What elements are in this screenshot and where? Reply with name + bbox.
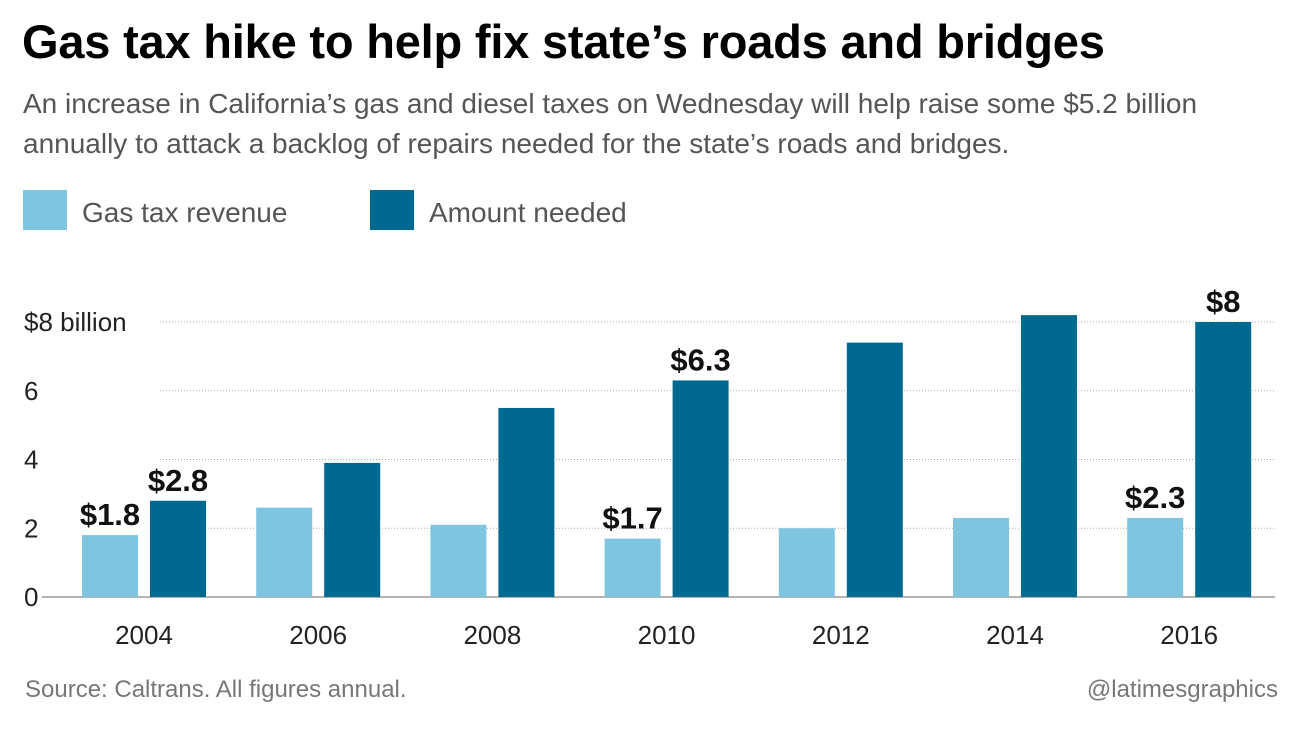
bar-amount-needed-2010 — [672, 380, 729, 597]
bar-gas-tax-revenue-2010 — [604, 538, 661, 597]
legend-swatch-gas-tax-revenue — [23, 190, 67, 230]
data-label: $2.3 — [1125, 480, 1185, 515]
bar-amount-needed-2004 — [150, 500, 206, 597]
data-label: $6.3 — [670, 342, 730, 377]
credit: @latimesgraphics — [1086, 676, 1278, 703]
data-label: $1.7 — [602, 501, 662, 536]
legend-swatch-amount-needed — [370, 190, 414, 230]
bar-amount-needed-2012 — [846, 342, 903, 597]
data-label: $1.8 — [80, 497, 140, 532]
x-tick-label: 2006 — [289, 620, 347, 650]
y-tick-label: 6 — [24, 376, 38, 406]
data-label: $2.8 — [148, 463, 208, 498]
source-note: Source: Caltrans. All figures annual. — [25, 676, 407, 703]
x-tick-label: 2004 — [115, 620, 173, 650]
x-tick-label: 2014 — [986, 620, 1044, 650]
bar-amount-needed-2016 — [1195, 322, 1252, 597]
legend-label-gas-tax-revenue: Gas tax revenue — [82, 197, 288, 228]
x-tick-label: 2012 — [812, 620, 870, 650]
bar-gas-tax-revenue-2004 — [82, 535, 138, 597]
bar-amount-needed-2006 — [324, 462, 381, 597]
chart-title: Gas tax hike to help fix state’s roads a… — [22, 15, 1105, 68]
data-label: $8 — [1206, 284, 1240, 319]
legend-label-amount-needed: Amount needed — [429, 197, 627, 228]
bar-gas-tax-revenue-2012 — [778, 528, 835, 597]
bar-gas-tax-revenue-2016 — [1127, 517, 1184, 597]
x-tick-label: 2008 — [463, 620, 521, 650]
bar-gas-tax-revenue-2014 — [953, 517, 1009, 597]
bar-amount-needed-2008 — [498, 407, 555, 597]
chart-subtitle: An increase in California’s gas and dies… — [23, 88, 1198, 159]
bar-gas-tax-revenue-2006 — [256, 507, 313, 597]
y-tick-label: 4 — [24, 445, 38, 475]
y-tick-label: 2 — [24, 513, 38, 543]
bar-chart: 0 2 4 6 $8 billion 2004 2006 2008 2010 2012 2014 20… — [24, 284, 1275, 650]
x-tick-label: 2010 — [638, 620, 696, 650]
y-tick-label: $8 billion — [24, 307, 127, 337]
bar-gas-tax-revenue-2008 — [430, 524, 487, 597]
x-tick-label: 2016 — [1160, 620, 1218, 650]
bar-amount-needed-2014 — [1021, 315, 1077, 597]
y-tick-label: 0 — [24, 582, 38, 612]
